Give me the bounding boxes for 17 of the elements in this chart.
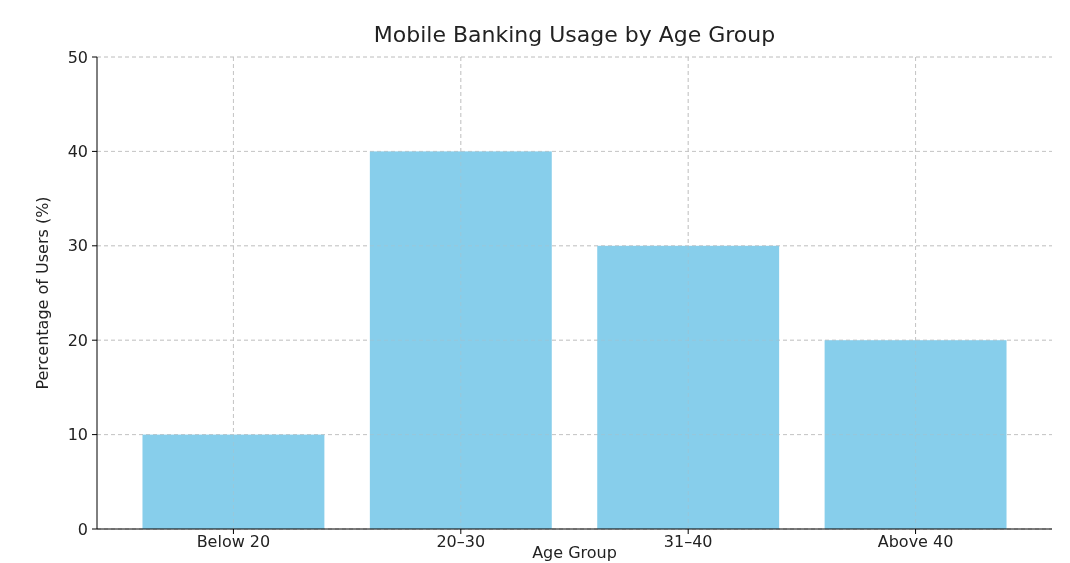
x-tick-label: 20–30 [436,532,486,551]
bar [369,151,552,529]
chart-title: Mobile Banking Usage by Age Group [373,22,776,47]
y-tick-label: 30 [67,236,88,256]
bar [597,245,780,529]
x-tick-label: Above 40 [877,532,954,551]
bar [142,434,325,529]
x-tick-label: Below 20 [196,532,271,551]
bar [824,340,1007,529]
x-tick-label: 31–40 [663,532,713,551]
y-tick-label: 0 [77,519,88,539]
y-tick-label: 10 [67,425,88,445]
y-axis-title: Percentage of Users (%) [33,196,52,390]
y-tick-label: 50 [67,47,88,67]
x-axis-title: Age Group [532,543,617,562]
y-tick-label: 20 [67,330,88,350]
y-tick-label: 40 [67,142,88,161]
